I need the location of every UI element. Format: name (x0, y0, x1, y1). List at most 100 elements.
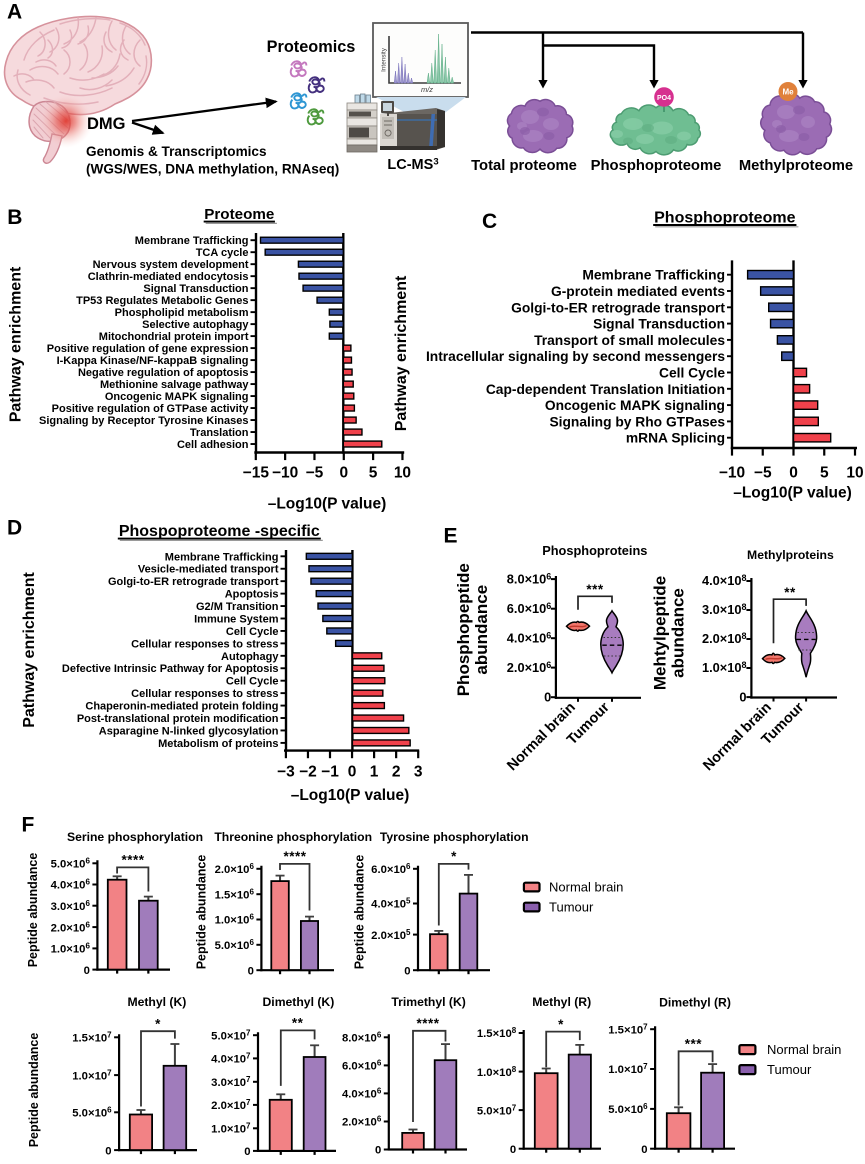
svg-text:Positive regulation of gene ex: Positive regulation of gene expression (47, 343, 249, 355)
svg-text:Phospoproteome -specific: Phospoproteome -specific (119, 523, 320, 540)
svg-text:D: D (7, 517, 22, 540)
svg-text:1.0×108: 1.0×108 (702, 660, 747, 675)
svg-text:Me: Me (782, 88, 794, 97)
svg-text:5.0×106: 5.0×106 (51, 857, 91, 871)
svg-text:5: 5 (820, 465, 829, 482)
svg-text:Methylproteome: Methylproteome (739, 158, 853, 174)
svg-text:0: 0 (404, 965, 410, 977)
svg-text:10: 10 (394, 465, 411, 482)
svg-text:1.0×106: 1.0×106 (215, 913, 255, 927)
svg-text:10: 10 (846, 465, 863, 482)
svg-text:Metabolism of proteins: Metabolism of proteins (158, 738, 278, 750)
svg-text:0: 0 (789, 465, 798, 482)
svg-text:1.0×106: 1.0×106 (51, 942, 91, 956)
svg-text:Negative regulation of apoptos: Negative regulation of apoptosis (78, 367, 249, 379)
svg-text:5.0×107: 5.0×107 (211, 1028, 251, 1042)
svg-text:2.0×106: 2.0×106 (507, 660, 552, 675)
svg-text:5: 5 (369, 465, 378, 482)
svg-text:1.5×108: 1.5×108 (477, 1026, 517, 1040)
svg-text:***: *** (685, 1037, 703, 1052)
svg-text:Nervous system development: Nervous system development (93, 259, 249, 271)
svg-text:0: 0 (641, 1144, 647, 1156)
svg-text:Phosphoproteins: Phosphoproteins (542, 543, 647, 558)
svg-text:−1: −1 (321, 764, 339, 781)
svg-text:Cell Cycle: Cell Cycle (226, 626, 279, 638)
svg-text:Peptide abundance: Peptide abundance (27, 1033, 41, 1148)
svg-text:3.0×107: 3.0×107 (211, 1075, 251, 1089)
svg-text:Pathway enrichment: Pathway enrichment (21, 572, 38, 728)
svg-text:I-Kappa Kinase/NF-kappaB signa: I-Kappa Kinase/NF-kappaB signaling (57, 355, 249, 367)
svg-text:Asparagine N-linked glycosylat: Asparagine N-linked glycosylation (99, 725, 279, 737)
svg-text:Signal Transduction: Signal Transduction (593, 317, 725, 332)
svg-text:TCA cycle: TCA cycle (196, 247, 249, 259)
svg-text:Genomis & Transcriptomics: Genomis & Transcriptomics (86, 144, 267, 159)
svg-text:Dimethyl (K): Dimethyl (K) (263, 995, 335, 1009)
svg-text:DMG: DMG (87, 115, 126, 133)
svg-text:Membrane Trafficking: Membrane Trafficking (582, 268, 725, 283)
svg-text:0: 0 (84, 965, 90, 977)
svg-text:Threonine phosphorylation: Threonine phosphorylation (214, 830, 372, 844)
svg-text:Methyl (K): Methyl (K) (127, 995, 186, 1009)
svg-text:Golgi-to-ER retrograde transpo: Golgi-to-ER retrograde transport (511, 300, 725, 315)
svg-text:Intensity: Intensity (381, 47, 388, 72)
svg-text:****: **** (121, 853, 144, 868)
svg-text:F: F (22, 814, 35, 837)
svg-text:Methyl (R): Methyl (R) (532, 995, 591, 1009)
svg-text:1.0×107: 1.0×107 (608, 1062, 648, 1076)
svg-text:Selective autophagy: Selective autophagy (142, 319, 249, 331)
svg-text:Cell adhesion: Cell adhesion (177, 439, 249, 451)
svg-text:abundance: abundance (669, 588, 688, 678)
svg-text:**: ** (292, 1016, 304, 1031)
svg-text:Vesicle-mediated transport: Vesicle-mediated transport (138, 564, 279, 576)
svg-text:Signaling by Receptor Tyrosine: Signaling by Receptor Tyrosine Kinases (39, 415, 248, 427)
svg-text:m/z: m/z (421, 85, 433, 94)
svg-text:C: C (482, 210, 497, 233)
svg-text:−2: −2 (299, 764, 317, 781)
svg-text:***: *** (586, 582, 604, 597)
svg-text:*: * (451, 849, 457, 864)
svg-text:Oncogenic MAPK signaling: Oncogenic MAPK signaling (105, 391, 249, 403)
svg-text:Peptide abundance: Peptide abundance (353, 855, 367, 970)
svg-text:*: * (155, 1017, 161, 1032)
svg-text:2.0×106: 2.0×106 (215, 862, 255, 876)
svg-text:G2/M Transition: G2/M Transition (196, 601, 279, 613)
svg-text:Tyrosine phosphorylation: Tyrosine phosphorylation (380, 830, 529, 844)
svg-text:Cellular responses to stress: Cellular responses to stress (131, 638, 278, 650)
svg-text:E: E (444, 524, 458, 547)
svg-text:Trimethyl (K): Trimethyl (K) (391, 995, 466, 1009)
svg-text:0: 0 (105, 1145, 111, 1157)
svg-text:2.0×106: 2.0×106 (51, 920, 91, 934)
svg-text:Cell Cycle: Cell Cycle (226, 676, 279, 688)
svg-text:–Log10(P value): –Log10(P value) (291, 787, 410, 804)
svg-text:Dimethyl (R): Dimethyl (R) (659, 996, 731, 1010)
svg-text:5.0×106: 5.0×106 (608, 1102, 648, 1116)
svg-text:5.0×106: 5.0×106 (72, 1106, 112, 1120)
svg-text:0: 0 (739, 689, 746, 704)
svg-text:Peptide abundance: Peptide abundance (26, 853, 40, 968)
svg-text:Serine phosphorylation: Serine phosphorylation (67, 830, 203, 844)
svg-text:3: 3 (414, 764, 423, 781)
svg-text:3.0×106: 3.0×106 (51, 899, 91, 913)
svg-text:Pathway enrichment: Pathway enrichment (393, 275, 410, 431)
svg-text:**: ** (784, 585, 796, 600)
svg-text:Normal brain: Normal brain (767, 1042, 841, 1057)
svg-text:Clathrin-mediated endocytosis: Clathrin-mediated endocytosis (88, 271, 249, 283)
svg-text:5.0×107: 5.0×107 (477, 1103, 517, 1117)
svg-text:Methylproteins: Methylproteins (747, 548, 834, 562)
svg-text:Cap-dependent Translation Init: Cap-dependent Translation Initiation (486, 382, 725, 397)
svg-text:Peptide abundance: Peptide abundance (194, 855, 208, 970)
svg-text:5.0×106: 5.0×106 (215, 938, 255, 952)
svg-text:Post-translational protein mod: Post-translational protein modification (77, 713, 279, 725)
svg-text:Oncogenic MAPK signaling: Oncogenic MAPK signaling (545, 398, 725, 413)
svg-text:4.0×106: 4.0×106 (51, 878, 91, 892)
svg-text:Pathway enrichment: Pathway enrichment (8, 266, 25, 422)
svg-text:2: 2 (392, 764, 401, 781)
svg-text:A: A (7, 0, 22, 23)
svg-text:4.0×108: 4.0×108 (702, 573, 747, 588)
svg-text:0: 0 (248, 965, 254, 977)
svg-text:Positive regulation of GTPase: Positive regulation of GTPase activity (52, 403, 250, 415)
svg-text:Apoptosis: Apoptosis (225, 589, 279, 601)
svg-text:2.0×107: 2.0×107 (211, 1098, 251, 1112)
svg-text:−5: −5 (754, 465, 772, 482)
svg-text:Membrane Trafficking: Membrane Trafficking (165, 551, 279, 563)
